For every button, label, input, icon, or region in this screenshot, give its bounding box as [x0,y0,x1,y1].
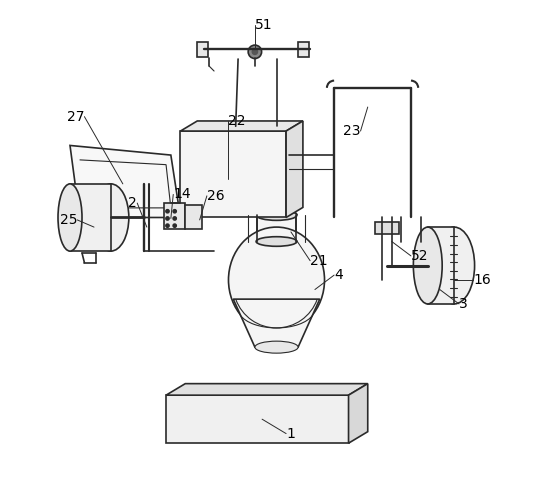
Ellipse shape [166,224,169,227]
Text: 21: 21 [310,254,328,268]
Text: 2: 2 [128,196,137,210]
Polygon shape [70,184,111,251]
Polygon shape [180,121,303,131]
Text: 52: 52 [411,249,429,263]
Ellipse shape [173,217,176,220]
Ellipse shape [248,45,262,58]
Text: 3: 3 [459,297,468,311]
Polygon shape [428,227,454,304]
Text: 27: 27 [67,110,85,124]
Polygon shape [286,121,303,217]
Ellipse shape [166,210,169,213]
Text: 26: 26 [207,189,225,203]
Bar [375,222,399,234]
Ellipse shape [256,210,297,220]
Ellipse shape [58,184,82,251]
Polygon shape [233,299,320,347]
Text: 14: 14 [173,187,191,201]
Ellipse shape [173,210,176,213]
Ellipse shape [255,341,298,353]
Ellipse shape [413,227,442,304]
Ellipse shape [252,48,258,55]
Ellipse shape [256,237,297,246]
Polygon shape [166,395,348,443]
Text: 23: 23 [343,124,361,138]
Bar [197,42,208,57]
Ellipse shape [228,227,325,333]
Text: 22: 22 [228,114,246,128]
Polygon shape [348,384,368,443]
Polygon shape [180,131,286,217]
Text: 1: 1 [286,426,295,440]
Polygon shape [70,145,180,217]
Text: 4: 4 [334,268,343,282]
Polygon shape [166,384,368,395]
Bar [164,203,185,229]
Bar [185,205,202,229]
Text: 51: 51 [255,18,273,32]
Bar [298,42,309,57]
Text: 16: 16 [473,273,491,287]
Ellipse shape [93,184,129,251]
Ellipse shape [166,217,169,220]
Text: 25: 25 [60,213,77,227]
Ellipse shape [173,224,176,227]
Polygon shape [257,217,296,242]
Ellipse shape [434,227,474,304]
